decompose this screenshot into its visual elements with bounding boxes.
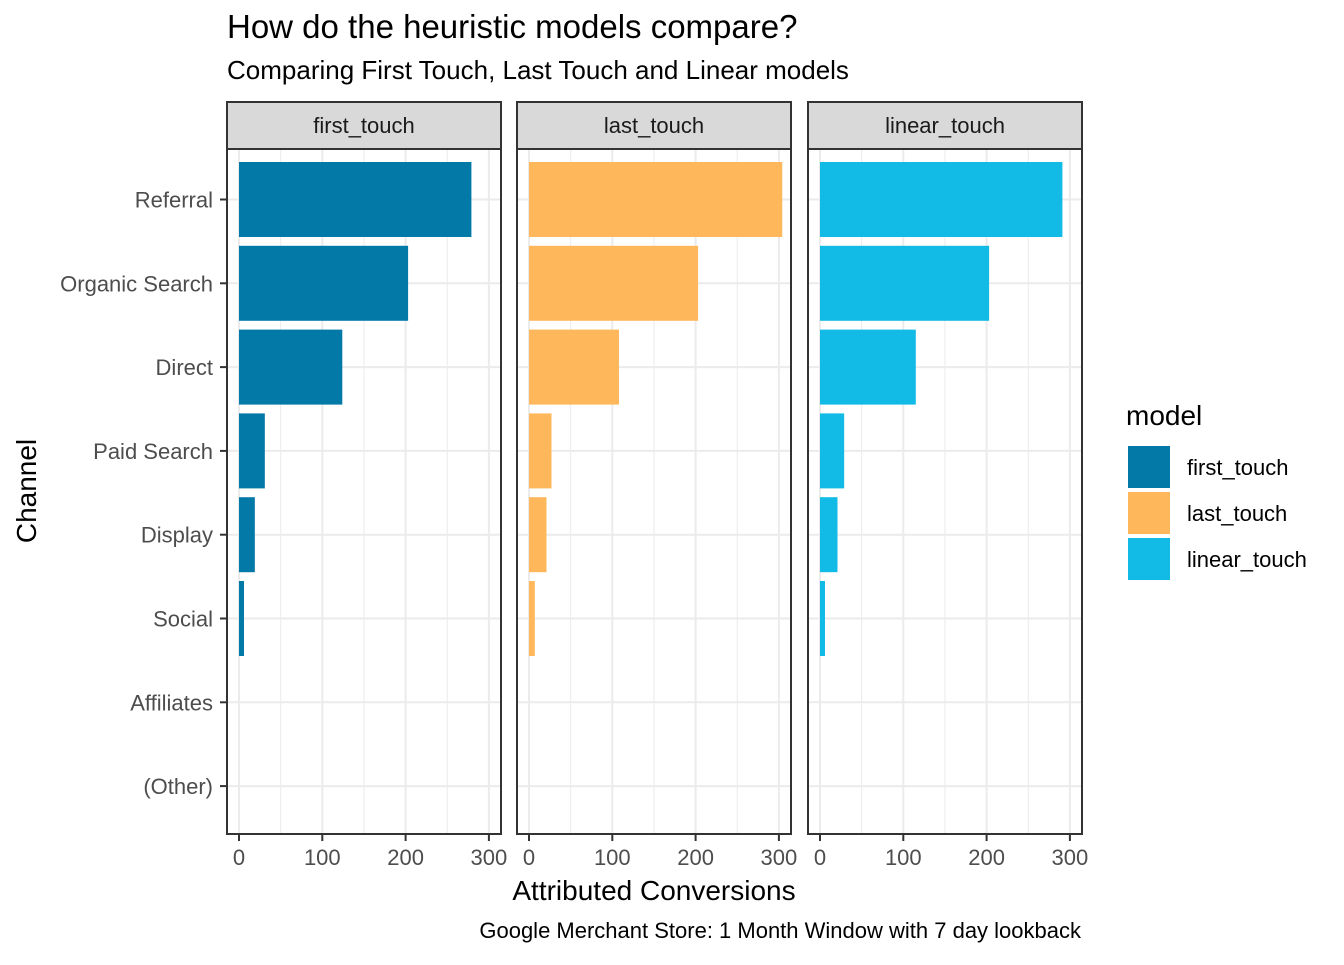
- y-axis-title: Channel: [11, 439, 42, 543]
- chart-title: How do the heuristic models compare?: [227, 8, 797, 45]
- legend-label-linear_touch: linear_touch: [1187, 547, 1307, 572]
- chart-subtitle: Comparing First Touch, Last Touch and Li…: [227, 55, 849, 85]
- facet-strip-label: first_touch: [313, 113, 415, 138]
- facet-panel-first_touch: first_touch 0 100 200 300: [226, 101, 508, 870]
- facet-strip: [226, 101, 502, 150]
- legend-key-linear_touch: [1128, 538, 1170, 580]
- bar-first_touch-paid-search: [239, 413, 265, 489]
- bar-last_touch-social: [529, 581, 535, 656]
- bar-last_touch-organic-search: [529, 245, 699, 321]
- bar-linear_touch-paid-search: [820, 413, 845, 489]
- bar-linear_touch-display: [820, 497, 838, 573]
- y-tick-label: Referral: [135, 188, 213, 213]
- x-tick-label: 0: [814, 845, 826, 870]
- x-tick-label: 100: [594, 845, 631, 870]
- chart-caption: Google Merchant Store: 1 Month Window wi…: [479, 918, 1082, 943]
- x-tick-label: 300: [1052, 845, 1089, 870]
- y-tick-label: Organic Search: [60, 271, 213, 296]
- bar-linear_touch-organic-search: [820, 245, 990, 321]
- bar-last_touch-display: [529, 497, 547, 573]
- x-tick-label: 100: [885, 845, 922, 870]
- x-tick-label: 200: [677, 845, 714, 870]
- facet-panels: first_touch 0 100 200 300 last_touch 0 100 200 30…: [226, 101, 1089, 870]
- x-tick-label: 0: [233, 845, 245, 870]
- x-tick-label: 200: [387, 845, 424, 870]
- bar-last_touch-referral: [529, 162, 783, 237]
- facet-strip-label: linear_touch: [885, 113, 1005, 138]
- y-tick-label: Affiliates: [130, 690, 213, 715]
- y-axis: Referral Organic Search Direct Paid Search D…: [60, 188, 227, 799]
- bar-first_touch-referral: [239, 162, 472, 237]
- bar-last_touch-paid-search: [529, 413, 552, 489]
- legend-title: model: [1126, 400, 1202, 431]
- y-tick-label: (Other): [143, 774, 213, 799]
- legend-key-first_touch: [1128, 446, 1170, 488]
- bar-linear_touch-direct: [820, 329, 916, 405]
- bar-first_touch-organic-search: [239, 245, 409, 321]
- facet-strip-label: last_touch: [604, 113, 704, 138]
- x-tick-label: 200: [968, 845, 1005, 870]
- x-tick-label: 300: [471, 845, 508, 870]
- x-axis-title: Attributed Conversions: [512, 875, 795, 906]
- facet-panel-last_touch: last_touch 0 100 200 300: [516, 101, 798, 870]
- bar-linear_touch-referral: [820, 162, 1063, 237]
- bar-last_touch-direct: [529, 329, 619, 405]
- legend: model first_touch last_touch linear_touch: [1126, 400, 1307, 580]
- x-tick-label: 0: [523, 845, 535, 870]
- facet-strip: [516, 101, 792, 150]
- bar-first_touch-social: [239, 581, 244, 656]
- x-tick-label: 300: [761, 845, 798, 870]
- legend-label-first_touch: first_touch: [1187, 455, 1289, 480]
- bar-first_touch-display: [239, 497, 255, 573]
- legend-label-last_touch: last_touch: [1187, 501, 1287, 526]
- y-tick-label: Display: [141, 523, 213, 548]
- y-tick-label: Social: [153, 607, 213, 632]
- x-tick-label: 100: [304, 845, 341, 870]
- bar-linear_touch-social: [820, 581, 825, 656]
- bar-first_touch-direct: [239, 329, 343, 405]
- legend-key-last_touch: [1128, 492, 1170, 534]
- facet-panel-linear_touch: linear_touch 0 100 200 300: [807, 101, 1089, 870]
- y-tick-label: Paid Search: [93, 439, 213, 464]
- facet-strip: [807, 101, 1083, 150]
- y-tick-label: Direct: [156, 355, 213, 380]
